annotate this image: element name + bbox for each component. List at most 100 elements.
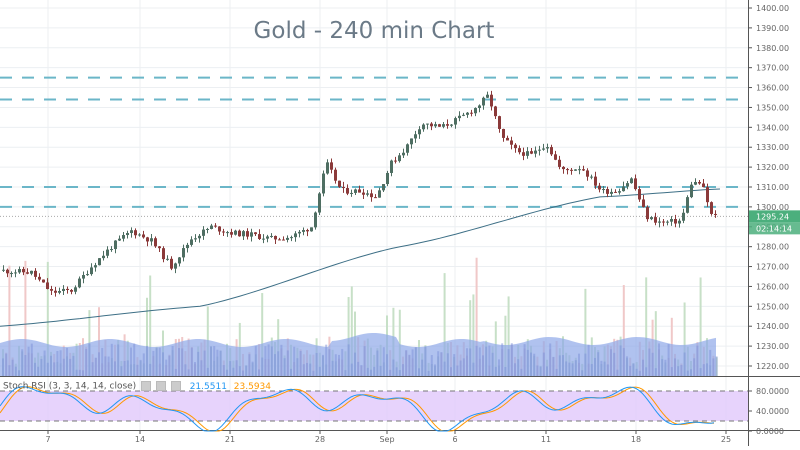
candle-body	[70, 289, 73, 292]
stoch-tick-label: 40.0000	[756, 407, 789, 416]
volume-bar	[46, 362, 49, 376]
candle-body	[306, 230, 309, 232]
candle-body	[246, 231, 249, 237]
candle-body	[54, 290, 57, 293]
moving-average-line	[0, 188, 721, 327]
volume-bar	[581, 370, 584, 376]
volume-bar	[626, 356, 628, 376]
volume-bar	[104, 356, 107, 376]
volume-bar	[690, 369, 692, 376]
volume-bar	[632, 363, 635, 376]
volume-bar	[5, 353, 8, 376]
candle-body	[654, 217, 657, 223]
candle-body	[566, 169, 569, 171]
time-axis[interactable]: 7 14 21 28 Sep 6 11 18 25	[45, 430, 731, 444]
candle-body	[286, 237, 289, 240]
volume-bar	[411, 349, 414, 376]
volume-bar	[130, 347, 132, 376]
volume-bar	[69, 358, 72, 376]
candle-body	[238, 230, 241, 237]
volume-bar	[229, 361, 232, 376]
volume-bar	[75, 369, 78, 376]
candle-body	[86, 274, 89, 276]
indicator-close-button[interactable]	[170, 381, 181, 391]
price-tick-label: 1370.00	[756, 64, 789, 73]
candle-body	[194, 238, 197, 240]
candle-body	[574, 169, 577, 171]
candle-body	[198, 235, 201, 239]
volume-bar	[472, 362, 475, 376]
candle-body	[26, 272, 29, 274]
candle-body	[202, 229, 205, 236]
volume-bar	[59, 350, 62, 376]
volume-bar	[494, 366, 497, 376]
volume-bar	[267, 344, 270, 376]
candle-body	[74, 287, 77, 292]
candle-body	[382, 184, 385, 191]
candle-body	[510, 140, 513, 145]
volume-bar	[453, 354, 456, 376]
volume-bar	[34, 362, 36, 376]
volume-bar	[62, 358, 65, 376]
volume-bar	[699, 368, 702, 376]
price-axis[interactable]: 1400.00 1390.00 1380.00 1370.00 1360.00 1350.…	[748, 4, 789, 371]
candle-body	[214, 225, 217, 227]
volume-bar	[501, 343, 504, 376]
candle-body	[610, 191, 613, 194]
countdown-label: 02:14:14	[756, 224, 792, 233]
candle-body	[222, 231, 225, 233]
price-tick-label: 1400.00	[756, 4, 789, 13]
candle-body	[402, 152, 405, 156]
price-tick-label: 1350.00	[756, 103, 789, 112]
volume-bar	[648, 348, 651, 376]
volume-bar	[645, 277, 648, 376]
volume-bar	[27, 346, 30, 376]
volume-bar	[206, 367, 209, 376]
volume-bar	[82, 370, 84, 376]
volume-bar	[510, 343, 513, 376]
candle-body	[486, 94, 489, 98]
volume-bar	[373, 366, 376, 376]
volume-bar	[325, 344, 328, 376]
volume-bar	[98, 352, 100, 376]
volume-bar	[443, 361, 446, 376]
volume-bar	[270, 346, 273, 376]
volume-bar	[427, 370, 430, 376]
volume-bar	[539, 366, 542, 376]
candle-body	[406, 144, 409, 153]
grid	[0, 0, 748, 430]
volume-bar	[379, 365, 382, 376]
candlesticks	[2, 90, 717, 297]
volume-bar	[149, 275, 152, 376]
volume-bar	[18, 370, 20, 376]
candle-body	[538, 149, 541, 151]
time-tick-label: 25	[721, 435, 731, 444]
volume-bar	[347, 344, 350, 376]
volume-bar	[478, 347, 481, 376]
candle-body	[478, 105, 481, 109]
volume-bar	[146, 345, 148, 376]
candle-body	[698, 181, 701, 184]
volume-bar	[485, 346, 488, 376]
volume-bar	[696, 345, 699, 376]
volume-bar	[546, 366, 548, 376]
volume-bar	[594, 357, 596, 376]
countdown-badge	[749, 222, 800, 235]
candle-body	[122, 235, 125, 239]
candle-body	[410, 138, 413, 145]
volume-bar	[171, 346, 174, 376]
candle-body	[218, 226, 221, 232]
indicator-settings-button[interactable]	[141, 381, 152, 391]
stoch-k-line	[0, 386, 715, 432]
indicator-hide-button[interactable]	[155, 381, 166, 391]
candle-body	[94, 265, 97, 268]
volume-bar	[392, 359, 395, 376]
candle-body	[558, 159, 561, 167]
candle-body	[466, 112, 469, 115]
candle-body	[450, 124, 453, 126]
volume-bar	[565, 361, 568, 376]
volume-bar	[11, 359, 14, 376]
candle-body	[482, 97, 485, 106]
candle-body	[682, 212, 685, 221]
